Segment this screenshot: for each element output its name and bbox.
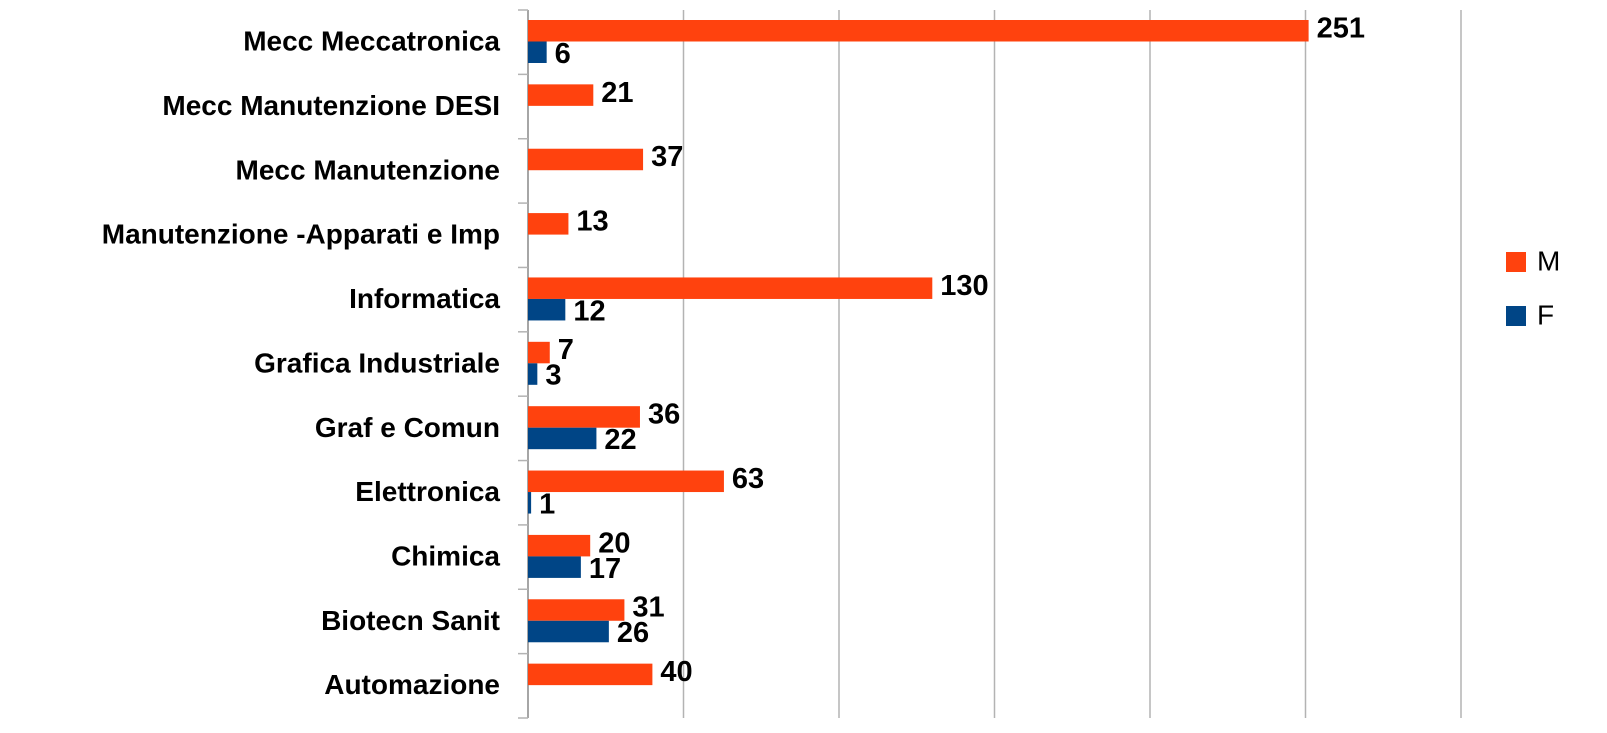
- category-label: Chimica: [391, 540, 500, 571]
- data-label: 3: [545, 360, 561, 392]
- legend-swatch: [1506, 306, 1526, 326]
- data-label: 20: [598, 527, 630, 559]
- bar: [528, 599, 625, 621]
- data-label: 21: [601, 77, 633, 109]
- bar: [528, 277, 933, 299]
- data-label: 251: [1317, 12, 1365, 44]
- data-label: 31: [632, 592, 664, 624]
- legend-label: F: [1537, 299, 1554, 330]
- category-label: Biotecn Sanit: [321, 605, 500, 636]
- data-label: 17: [589, 553, 621, 585]
- legend-swatch: [1506, 252, 1526, 272]
- bar: [528, 406, 640, 428]
- bar: [528, 148, 644, 171]
- data-label: 12: [573, 295, 605, 327]
- category-label: Grafica Industriale: [254, 347, 500, 378]
- bar: [528, 470, 724, 493]
- bar: [528, 534, 591, 557]
- bar: [528, 363, 538, 385]
- data-label: 63: [732, 463, 764, 495]
- bar: [528, 41, 547, 63]
- category-label: Elettronica: [355, 476, 500, 507]
- data-label: 6: [555, 38, 571, 70]
- category-label: Automazione: [324, 669, 500, 700]
- category-label: Informatica: [349, 283, 500, 314]
- data-label: 36: [648, 399, 680, 431]
- bar: [528, 620, 609, 643]
- data-label: 7: [558, 334, 574, 366]
- data-label: 13: [576, 205, 608, 237]
- bar: [528, 213, 569, 235]
- data-label: 22: [604, 424, 636, 456]
- bar: [528, 20, 1309, 42]
- data-label: 26: [617, 617, 649, 649]
- category-label: Manutenzione -Apparati e Imp: [102, 219, 500, 250]
- data-label: 130: [940, 270, 988, 302]
- bar: [528, 663, 653, 686]
- data-label: 37: [651, 141, 683, 173]
- category-label: Mecc Meccatronica: [243, 26, 500, 57]
- bar: [528, 298, 566, 321]
- bar: [528, 556, 581, 578]
- category-label: Graf e Comun: [315, 412, 500, 443]
- bar: [528, 341, 550, 364]
- bar: [528, 84, 594, 106]
- category-label: Mecc Manutenzione DESI: [162, 90, 500, 121]
- data-label: 1: [539, 488, 555, 520]
- data-label: 40: [660, 656, 692, 688]
- bar: [528, 492, 532, 514]
- category-label: Mecc Manutenzione: [236, 154, 500, 185]
- legend-label: M: [1537, 245, 1560, 276]
- bar: [528, 427, 597, 450]
